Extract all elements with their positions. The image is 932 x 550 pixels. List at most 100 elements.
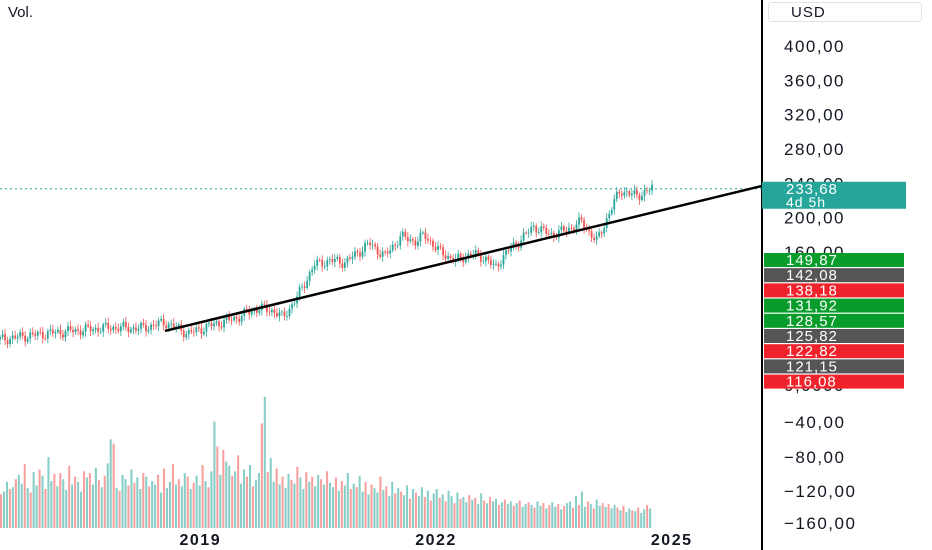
candle-body (575, 224, 578, 231)
candle-body (459, 253, 462, 259)
volume-bar (317, 474, 320, 528)
volume-bar (607, 504, 610, 528)
volume-bars (0, 396, 652, 528)
volume-bar (157, 474, 160, 528)
volume-bar (583, 506, 586, 528)
candle-body (547, 233, 550, 235)
volume-bar (494, 498, 498, 528)
current-price-badge (762, 181, 906, 209)
volume-bar (509, 501, 512, 528)
candle-body (215, 321, 218, 324)
volume-bar (447, 490, 450, 528)
volume-bar (491, 501, 495, 528)
volume-bar (486, 503, 489, 528)
currency-selector[interactable]: USD (768, 2, 922, 22)
volume-bar (604, 506, 607, 528)
candle-body (157, 320, 160, 327)
volume-bar (20, 483, 23, 528)
volume-bar (554, 506, 557, 528)
volume-bar (400, 491, 403, 528)
candle-body (270, 309, 273, 313)
candle-body (346, 257, 349, 263)
volume-bar (456, 492, 459, 528)
volume-bar (243, 469, 246, 528)
volume-bar (574, 496, 578, 528)
candle-body (311, 269, 314, 273)
price-tick-label: 400,00 (784, 37, 845, 56)
volume-bar (613, 504, 616, 528)
price-badge-label: 125,82 (786, 328, 838, 345)
volume-bar (566, 503, 569, 528)
candle-body (457, 253, 460, 259)
candle-body (303, 286, 306, 288)
candle-body (603, 228, 606, 234)
candle-body (29, 332, 32, 339)
volume-bar (272, 481, 275, 528)
volume-bar (406, 485, 409, 528)
volume-bar (127, 485, 130, 528)
candle-body (507, 250, 510, 252)
volume-bar (331, 487, 335, 528)
volume-bar (417, 496, 420, 528)
time-tick-label: 2025 (651, 532, 693, 549)
candle-body (11, 335, 14, 339)
volume-bar (77, 481, 80, 528)
candle-body (82, 331, 84, 336)
candle-body (248, 311, 251, 315)
volume-bar (195, 475, 198, 528)
volume-bar (207, 487, 210, 528)
volume-bar (515, 503, 518, 528)
volume-bar (358, 475, 361, 528)
candle-body (391, 244, 394, 251)
volume-tick-label: −120,00 (784, 482, 856, 501)
candle-body (361, 251, 364, 257)
price-badge (764, 253, 904, 267)
candle-body (600, 232, 603, 234)
candle-body (62, 334, 64, 338)
candle-body (515, 242, 517, 245)
volume-bar (136, 477, 139, 528)
candle-body (9, 338, 11, 345)
volume-bar (619, 510, 622, 528)
candle-body (89, 326, 92, 332)
candle-body (530, 226, 533, 233)
volume-bar (71, 484, 74, 528)
candle-body (208, 323, 210, 325)
volume-bar (503, 499, 506, 528)
candle-body (482, 261, 485, 263)
candle-body (218, 321, 220, 327)
volume-bar (542, 503, 545, 528)
volume-bar (429, 500, 432, 528)
candle-body (117, 328, 120, 332)
volume-bar (563, 505, 566, 528)
candle-body (172, 323, 175, 328)
price-badge (764, 298, 904, 313)
candle-body (122, 321, 125, 327)
candle-body (192, 331, 195, 333)
candle-body (630, 193, 633, 196)
volume-bar (231, 475, 234, 528)
price-tick-label: 360,00 (784, 71, 845, 90)
volume-bar (121, 474, 124, 528)
candle-body (331, 259, 334, 263)
candle-body (447, 256, 450, 259)
volume-bar (47, 457, 50, 528)
candle-body (182, 330, 185, 338)
volume-bar (293, 483, 296, 528)
candle-body (263, 303, 266, 305)
candle-body (552, 232, 555, 237)
volume-bar (296, 466, 299, 528)
volume-bar (53, 473, 56, 528)
volume-bar (548, 504, 551, 528)
volume-bar (598, 505, 601, 528)
volume-bar (284, 488, 287, 528)
candle-body (268, 311, 271, 313)
volume-bar (177, 479, 180, 528)
volume-bar (323, 484, 326, 528)
candle-body (127, 327, 130, 333)
volume-bar (180, 486, 183, 528)
volume-bar (269, 457, 272, 528)
volume-bar (580, 491, 583, 528)
volume-bar (343, 485, 346, 528)
